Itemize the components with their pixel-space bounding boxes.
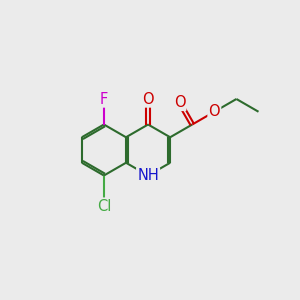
Text: F: F	[100, 92, 108, 106]
Text: O: O	[208, 104, 220, 119]
Text: Cl: Cl	[97, 199, 111, 214]
Text: O: O	[142, 92, 154, 106]
Text: O: O	[174, 95, 185, 110]
Text: NH: NH	[137, 168, 159, 183]
